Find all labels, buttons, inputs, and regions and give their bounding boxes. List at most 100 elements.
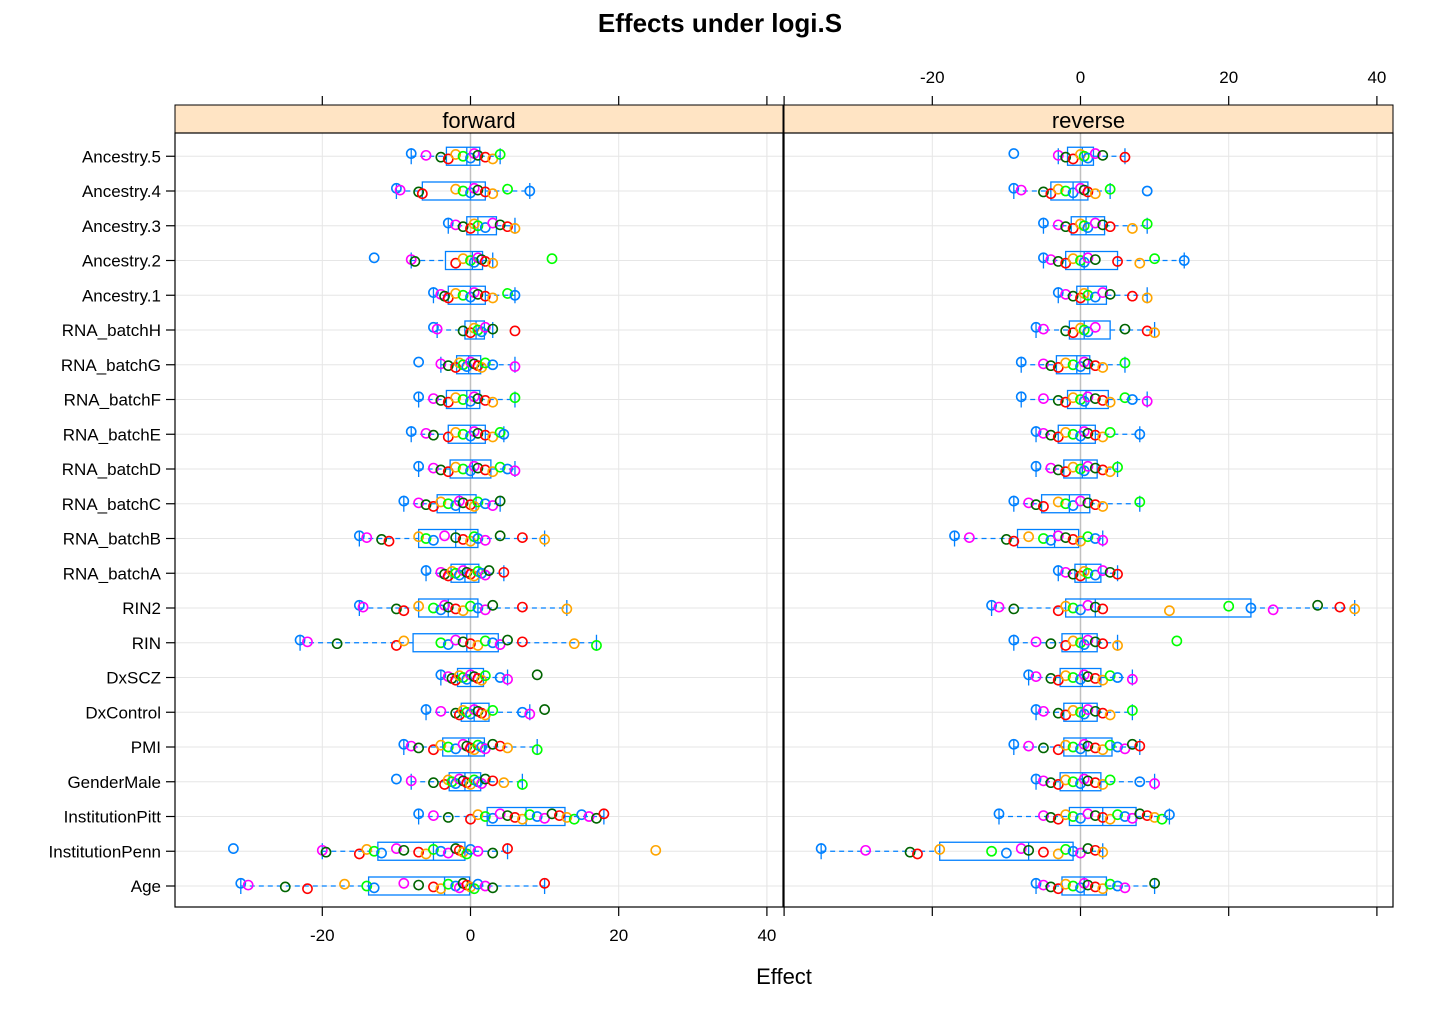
data-point — [1245, 602, 1257, 614]
data-point — [479, 534, 491, 546]
data-point — [1089, 217, 1101, 229]
data-point — [472, 149, 484, 161]
data-point — [494, 808, 506, 820]
data-point — [428, 602, 439, 614]
data-point — [487, 257, 499, 269]
data-point — [1060, 809, 1072, 821]
data-point — [1134, 808, 1146, 820]
data-point — [302, 883, 313, 895]
data-point — [993, 808, 1005, 820]
data-point — [1067, 359, 1079, 371]
data-point — [1075, 495, 1086, 507]
box-RNA_batchF — [413, 389, 521, 410]
data-point — [487, 359, 499, 371]
box-RNA_batchB — [949, 528, 1109, 549]
data-point — [1052, 565, 1064, 576]
x-tick-label: 40 — [757, 926, 776, 945]
data-point — [1082, 531, 1094, 543]
y-tick-label: PMI — [131, 738, 161, 757]
data-point — [483, 565, 495, 576]
data-point — [1067, 811, 1079, 822]
panel-strip — [783, 104, 1394, 134]
y-tick-label: RNA_batchC — [62, 495, 161, 514]
data-point — [1015, 356, 1027, 368]
box-iqr — [1070, 216, 1106, 236]
data-point — [457, 289, 469, 301]
data-point — [494, 740, 506, 752]
data-point — [416, 188, 428, 200]
box-PMI — [1008, 737, 1146, 757]
box-iqr — [445, 389, 481, 410]
data-point — [465, 600, 476, 612]
data-point — [1008, 738, 1020, 750]
data-point — [1052, 183, 1064, 195]
box-GenderMale — [390, 772, 528, 792]
data-point — [428, 777, 439, 789]
data-point — [1038, 217, 1049, 229]
data-point — [465, 638, 476, 650]
data-point — [1023, 844, 1035, 856]
data-point — [1089, 705, 1101, 717]
data-point — [487, 882, 499, 894]
data-point — [398, 877, 410, 889]
data-point — [1038, 323, 1049, 335]
chart-title: Effects under logi.S — [598, 8, 842, 38]
data-point — [487, 637, 499, 649]
y-tick-label: RIN2 — [122, 599, 161, 618]
data-point — [494, 672, 506, 683]
y-tick-label: InstitutionPenn — [49, 842, 161, 861]
data-point — [1097, 464, 1109, 476]
box-RNA_batchA — [1052, 563, 1123, 583]
data-point — [1060, 325, 1072, 337]
data-point — [1097, 565, 1109, 576]
data-point — [442, 498, 454, 510]
data-point — [420, 149, 432, 161]
data-point — [1067, 461, 1079, 473]
data-point — [413, 391, 425, 403]
data-point — [1089, 533, 1101, 544]
data-point — [398, 495, 410, 507]
data-point — [376, 847, 387, 859]
box-RNA_batchD — [1030, 459, 1123, 479]
box-Age — [235, 876, 550, 896]
data-point — [457, 463, 469, 475]
box-RNA_batchE — [405, 424, 510, 444]
data-point — [1045, 462, 1057, 474]
data-point — [368, 845, 380, 857]
data-point — [450, 634, 462, 646]
box-RNA_batchD — [413, 459, 521, 479]
box-DxSCZ — [1023, 667, 1138, 688]
x-tick-label: 0 — [1076, 68, 1085, 87]
data-point — [390, 773, 402, 785]
data-point — [509, 325, 521, 337]
data-point — [420, 499, 432, 511]
data-point — [1030, 426, 1042, 437]
data-point — [450, 427, 462, 438]
box-iqr — [464, 320, 486, 340]
data-point — [339, 878, 350, 890]
panel-strip-label: forward — [442, 108, 515, 133]
box-RNA_batchH — [1030, 320, 1160, 340]
data-point — [435, 496, 447, 508]
data-point — [1223, 600, 1235, 612]
data-point — [1134, 496, 1146, 508]
data-point — [420, 565, 432, 576]
data-point — [554, 810, 565, 821]
data-point — [1030, 877, 1042, 889]
box-iqr — [1066, 389, 1109, 410]
data-point — [502, 673, 513, 685]
data-point — [450, 532, 462, 543]
box-DxControl — [1030, 702, 1138, 722]
data-point — [1089, 429, 1101, 441]
data-point — [472, 496, 484, 508]
data-point — [442, 360, 454, 372]
data-point — [1082, 808, 1094, 820]
data-point — [1015, 184, 1027, 196]
box-RNA_batchC — [1008, 494, 1146, 514]
data-point — [457, 394, 469, 405]
data-point — [509, 223, 521, 234]
panel-border — [783, 132, 1394, 908]
data-point — [1067, 428, 1079, 440]
data-point — [1082, 567, 1094, 579]
data-point — [479, 290, 491, 302]
